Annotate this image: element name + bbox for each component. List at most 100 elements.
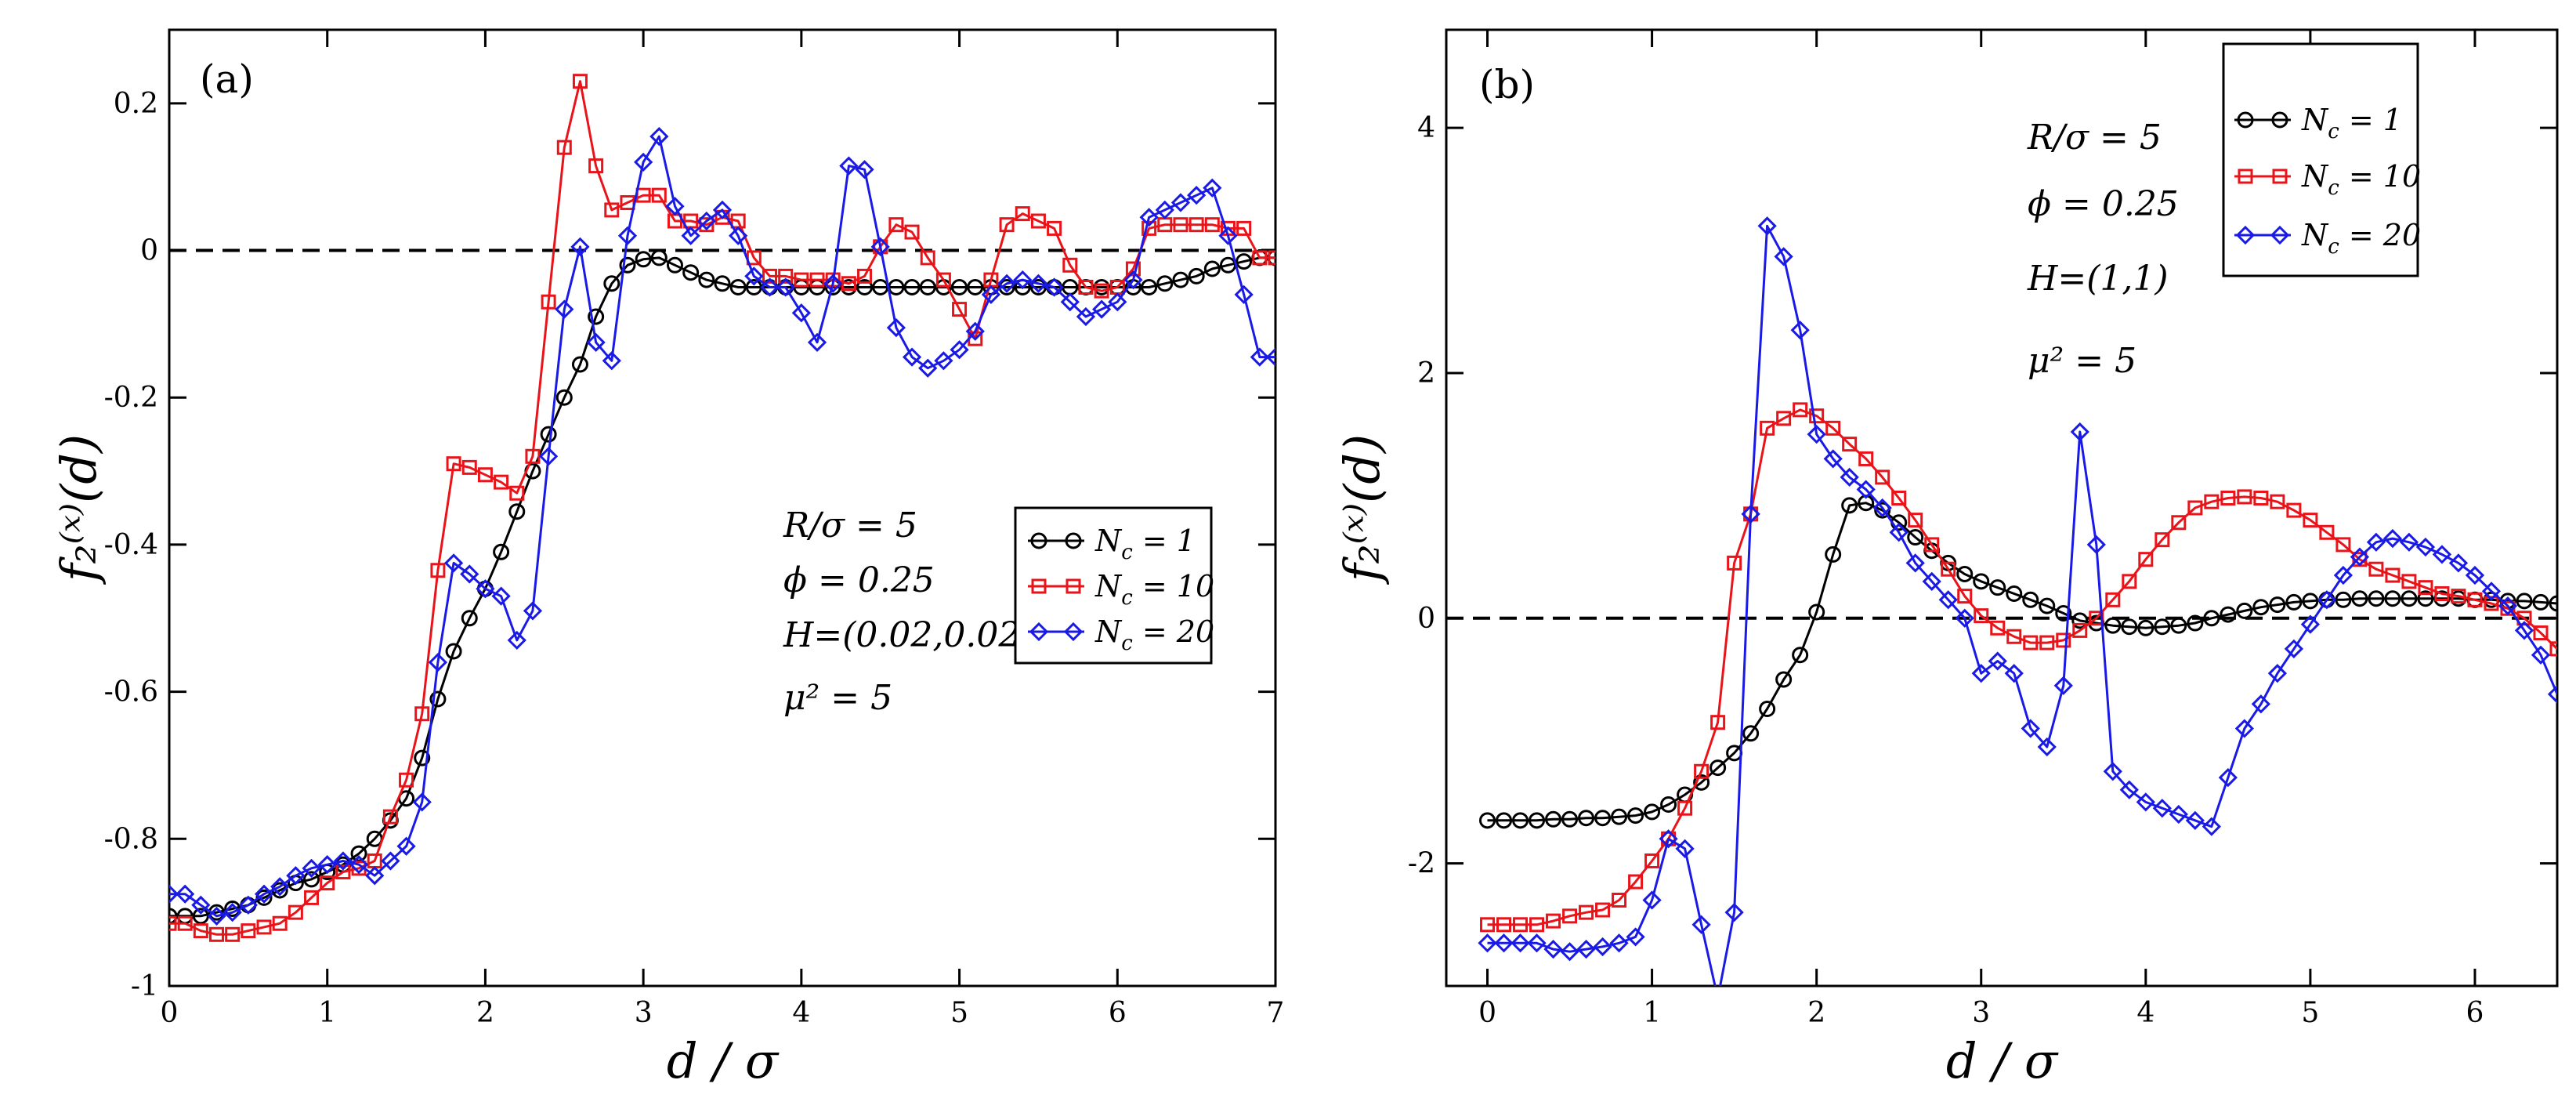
data-point-circle [1594,810,1612,827]
series-line [1487,502,2557,822]
data-point-circle [1156,275,1174,292]
data-point-square [999,217,1015,233]
legend-marker-diamond [1063,622,1084,642]
y-tick-label: -1 [131,970,158,1002]
data-point-diamond [602,351,621,371]
data-point-square [494,474,509,490]
data-point-diamond [665,197,685,216]
data-point-square [1908,513,1923,528]
data-point-diamond [1203,178,1222,198]
data-point-diamond [1790,321,1810,340]
x-tick-labels: 0 1 2 3 4 5 6 7 [161,997,1285,1029]
data-point-circle [429,690,447,708]
data-point-square [935,272,951,288]
data-point-diamond [428,652,448,672]
data-point-square [2072,622,2088,638]
data-point-diamond [2350,547,2370,567]
data-point-circle [1561,810,1579,828]
data-point-circle [1775,671,1793,688]
data-point-square [778,268,794,284]
data-point-square [1727,555,1742,571]
series-line [1487,224,2557,986]
param-h: H=(0.02,0.02) [783,615,1034,655]
data-point-square [1062,257,1078,273]
data-point-square [304,890,320,905]
data-point-square [2467,592,2483,607]
series-diamond [169,126,1275,926]
data-point-square [2335,537,2351,553]
data-point-circle [493,543,510,560]
legend-label-nc1: Nc = 1 [1094,524,1196,564]
data-point-circle [555,389,573,406]
data-point-square [1628,874,1644,890]
data-point-square [1047,220,1062,236]
data-point-circle [682,264,700,281]
legend-entry-nc1: Nc = 1 [2234,103,2402,143]
data-point-diamond [1076,306,1096,327]
data-point-square [2434,585,2450,601]
x-tick-label: 4 [2136,997,2155,1029]
data-point-square [2237,489,2252,505]
data-point-diamond [2037,737,2057,757]
data-point-diamond [586,332,606,352]
data-point-square [1974,608,1989,624]
data-point-square [225,926,241,942]
data-point-square [604,202,620,218]
data-point-circle [2022,591,2039,608]
x-tick-labels: 0 1 2 3 4 5 6 [1478,997,2484,1029]
data-point-circle [1578,810,1595,827]
data-point-diamond [744,266,764,286]
param-mu: μ² = 5 [783,678,892,718]
y-tick-label: -0.6 [104,676,158,709]
panel-label: (b) [1479,62,1535,107]
data-point-diamond [1013,270,1033,290]
legend-box [2222,42,2419,277]
x-tick-label: 3 [1972,997,1990,1029]
data-point-diamond [1511,933,1530,953]
panel-label: (a) [200,56,254,102]
data-point-square [1612,893,1627,908]
legend-marker-diamond [2235,225,2256,245]
data-point-square [1710,715,1726,730]
data-point-diamond [1029,274,1048,293]
data-point-diamond [460,564,479,584]
data-point-square [1173,217,1189,233]
data-point-diamond [776,277,795,297]
data-point-diamond [223,903,242,922]
legend-entry-nc20: Nc = 20 [1028,614,1214,655]
data-point-square [399,772,414,788]
data-point-diamond [1823,449,1843,469]
data-point-square [1513,917,1529,933]
data-point-circle [1808,603,1825,621]
data-point-circle [650,249,668,266]
data-point-diamond [270,877,290,897]
data-point-diamond [649,126,669,147]
data-point-square [2385,567,2401,583]
data-point-square [809,272,825,288]
data-point-diamond [1872,498,1892,518]
data-point-diamond [855,160,874,179]
data-point-diamond [712,200,733,220]
data-point-diamond [1170,193,1191,212]
data-point-diamond [1626,927,1645,947]
data-point-square [1677,800,1693,816]
data-point-circle [2137,619,2155,636]
param-radius: R/σ = 5 [783,506,917,545]
data-point-square [572,74,588,89]
data-point-diamond [965,321,985,341]
data-point-circle [1660,796,1677,814]
data-point-square [1990,620,2006,636]
data-point-square [794,272,809,288]
data-point-diamond [729,226,748,245]
data-point-diamond [2234,719,2254,738]
data-point-square [1891,490,1907,506]
data-point-square [335,864,351,880]
data-point-square [414,706,430,722]
data-point-circle [2351,590,2368,607]
data-point-diamond [2547,684,2557,704]
data-point-circle [1644,803,1661,821]
data-point-diamond [2070,422,2089,442]
legend-entry-nc10: Nc = 10 [1028,569,1214,610]
data-point-circle [1874,502,1891,519]
